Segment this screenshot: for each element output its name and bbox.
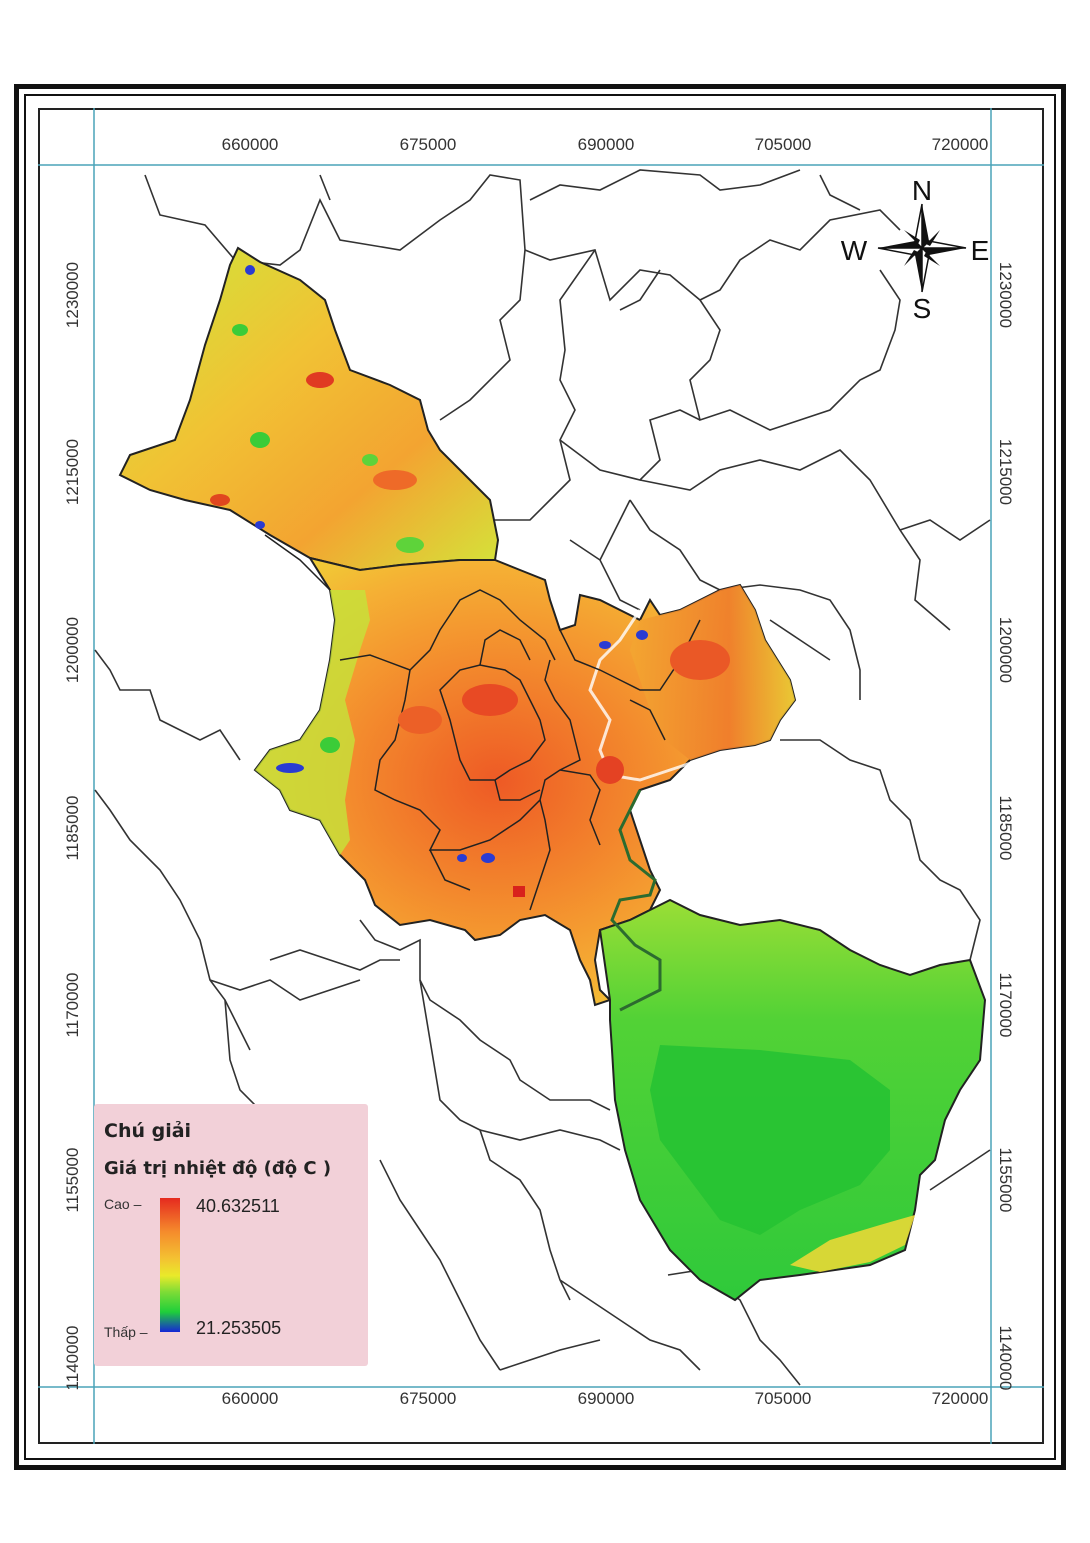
x-axis-bottom: 660000 675000 690000 705000 720000: [222, 1389, 989, 1408]
cool-spots: [232, 265, 648, 863]
middle-frame: [24, 94, 1056, 1460]
x-tick-bottom: 660000: [222, 1389, 279, 1408]
x-tick-top: 690000: [578, 135, 635, 154]
legend-low-label: Thấp –: [104, 1324, 148, 1340]
x-tick-top: 675000: [400, 135, 457, 154]
compass-west-label: W: [841, 235, 868, 266]
green-edge-west: [255, 590, 370, 855]
compass-north-label: N: [912, 175, 932, 206]
saigon-river: [588, 609, 701, 782]
north-arrow-icon: [877, 203, 967, 293]
compass-south-label: S: [913, 293, 932, 324]
x-tick-bottom: 705000: [755, 1389, 812, 1408]
coastal-heat-strip: [790, 1215, 915, 1272]
y-tick-left: 1170000: [63, 973, 82, 1038]
y-axis-left: 1230000 1215000 1200000 1185000 1170000 …: [63, 262, 82, 1391]
legend-title: Chú giải: [104, 1120, 192, 1142]
legend-high-label: Cao –: [104, 1196, 142, 1212]
mangrove-forest: [650, 1045, 890, 1235]
legend-color-ramp: [160, 1198, 180, 1332]
y-tick-left: 1185000: [63, 796, 82, 861]
district-boundaries: [264, 534, 701, 911]
legend-low-value: 21.253505: [196, 1318, 282, 1338]
compass-east-label: E: [971, 235, 990, 266]
y-tick-right: 1200000: [996, 617, 1015, 683]
y-tick-right: 1155000: [996, 1148, 1015, 1213]
x-tick-top: 705000: [755, 135, 812, 154]
inner-frame: [38, 108, 1044, 1444]
soai-rap-river: [610, 789, 662, 1012]
legend-subtitle: Giá trị nhiệt độ (độ C ): [104, 1158, 332, 1179]
x-tick-top: 720000: [932, 135, 989, 154]
y-tick-right: 1185000: [996, 796, 1015, 861]
y-tick-right: 1140000: [996, 1326, 1015, 1391]
y-axis-right: 1230000 1215000 1200000 1185000 1170000 …: [996, 262, 1015, 1391]
x-tick-bottom: 690000: [578, 1389, 635, 1408]
x-tick-bottom: 720000: [932, 1389, 989, 1408]
y-tick-right: 1170000: [996, 973, 1015, 1038]
y-tick-right: 1230000: [996, 262, 1015, 328]
y-tick-right: 1215000: [996, 439, 1015, 505]
x-tick-bottom: 675000: [400, 1389, 457, 1408]
y-tick-left: 1155000: [63, 1148, 82, 1213]
x-tick-top: 660000: [222, 135, 279, 154]
y-tick-left: 1215000: [63, 439, 82, 505]
y-tick-left: 1200000: [63, 617, 82, 683]
x-axis-top: 660000 675000 690000 705000 720000: [222, 135, 989, 154]
y-tick-left: 1140000: [63, 1326, 82, 1391]
y-tick-left: 1230000: [63, 262, 82, 328]
outer-frame: [14, 84, 1066, 1470]
hot-spots: [210, 372, 730, 897]
legend-panel: Chú giải Giá trị nhiệt độ (độ C ) Cao – …: [94, 1104, 368, 1366]
legend-high-value: 40.632511: [196, 1196, 280, 1216]
